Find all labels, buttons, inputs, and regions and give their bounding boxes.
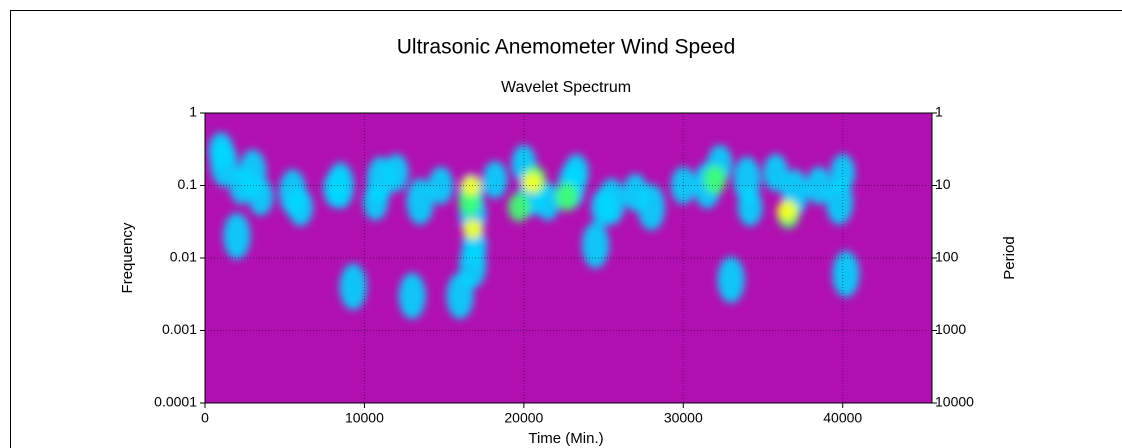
x-axis-label: Time (Min.)	[528, 430, 603, 447]
spectrum-spot	[229, 166, 255, 205]
spectrum-spot	[398, 272, 426, 320]
x-tick-label: 0	[201, 410, 209, 426]
spectrum-spot	[406, 178, 434, 225]
y-tick-label: 0.0001	[154, 394, 197, 410]
spectrum-spot	[248, 177, 274, 216]
spectrum-spot	[223, 212, 251, 260]
x-tick-label: 40000	[823, 410, 862, 426]
spectrum-spot	[208, 132, 234, 170]
y-axis-label: Frequency	[119, 222, 136, 293]
spectrum-spot	[806, 166, 832, 205]
y2-tick-label: 1	[935, 104, 943, 120]
spectrum-spot	[535, 182, 561, 221]
y-tick-label: 0.1	[178, 176, 198, 192]
spectrum-spot	[564, 153, 589, 192]
x-tick-label: 20000	[504, 410, 543, 426]
spectrum-spot	[521, 172, 542, 193]
spectrum-spot	[717, 256, 745, 304]
spectrum-spot	[703, 165, 727, 195]
plot-border	[204, 112, 933, 404]
spectrum-spot	[623, 173, 648, 212]
spectrum-spot	[737, 188, 763, 227]
x-tick-label: 10000	[345, 410, 384, 426]
y2-tick-label: 10000	[935, 394, 974, 410]
spectrum-spot	[323, 170, 349, 208]
spectrum-spot	[670, 166, 696, 205]
y2-axis-label: Period	[1001, 236, 1018, 279]
x-tick-label: 30000	[664, 410, 703, 426]
spectrum-spot	[507, 192, 531, 222]
y-tick-label: 0.01	[170, 249, 197, 265]
spectrum-spot	[428, 166, 454, 205]
spectrum-spot	[591, 188, 616, 227]
chart-subtitle: Wavelet Spectrum	[501, 79, 631, 96]
spectrum-spot	[763, 153, 789, 192]
y-tick-label: 0.001	[162, 321, 197, 337]
chart-title: Ultrasonic Anemometer Wind Speed	[397, 36, 736, 59]
spectrum-spot	[462, 219, 483, 240]
spectrum-spot	[383, 153, 409, 192]
y2-tick-label: 1000	[935, 321, 966, 337]
spectrum-spot	[288, 188, 314, 227]
y2-tick-label: 100	[935, 249, 959, 265]
spectrum	[208, 132, 860, 320]
spectrum-spot	[582, 222, 610, 269]
y-tick-label: 1	[189, 104, 197, 120]
spectrum-spot	[832, 250, 860, 298]
y2-tick-label: 10	[935, 176, 951, 192]
spectrum-spot	[776, 200, 797, 221]
spectrum-spot	[461, 175, 482, 196]
spectrum-spot	[363, 182, 388, 221]
spectrum-spot	[830, 153, 856, 192]
spectrum-spot	[555, 182, 579, 212]
spectrum-spot	[482, 160, 508, 199]
spectrum-spot	[446, 272, 474, 320]
spectrum-spot	[339, 263, 367, 311]
